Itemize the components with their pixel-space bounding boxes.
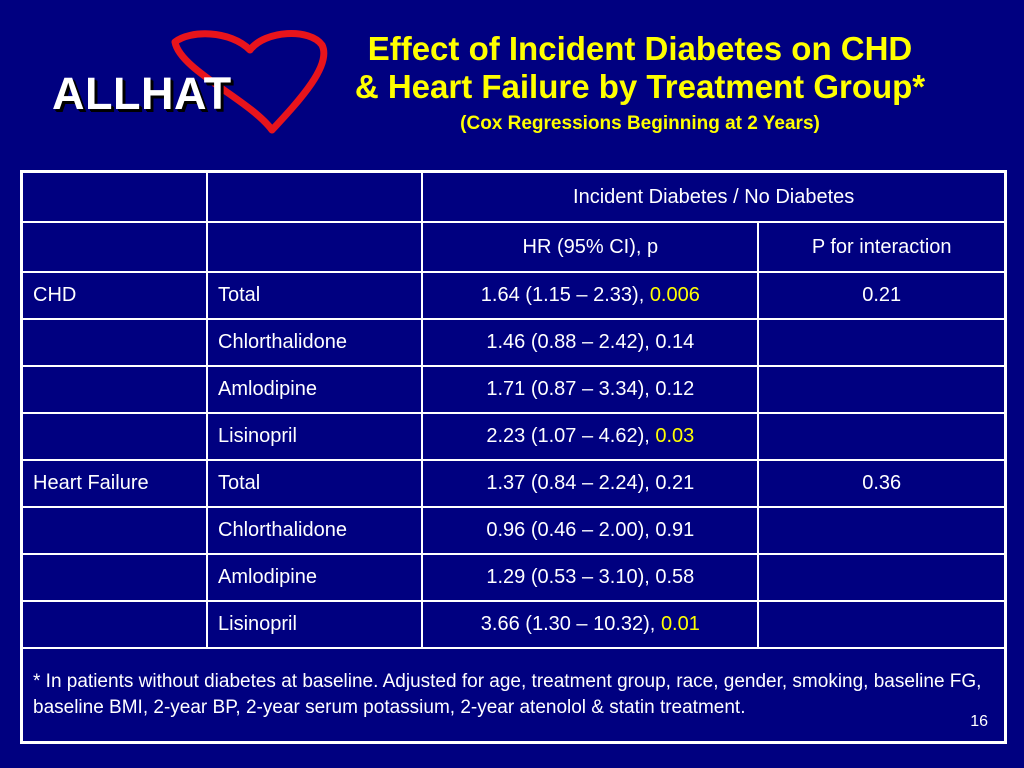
table-row: Lisinopril 3.66 (1.30 – 10.32), 0.01 [20,600,1007,649]
hr-cell: 1.71 (0.87 – 3.34), 0.12 [421,365,760,414]
heart-icon [171,30,328,134]
interaction-cell [757,506,1007,555]
header-group-cell: Incident Diabetes / No Diabetes [421,170,1007,223]
p-value: 0.006 [649,284,700,306]
header-row-2: HR (95% CI), p P for interaction [20,221,1007,273]
header-empty-cell [20,221,208,273]
table-row: Lisinopril 2.23 (1.07 – 4.62), 0.03 [20,412,1007,461]
table-row: CHD Total 1.64 (1.15 – 2.33), 0.006 0.21 [20,271,1007,320]
outcome-cell [20,506,208,555]
outcome-cell [20,412,208,461]
p-value: 0.03 [655,425,695,447]
hr-value: 0.96 (0.46 – 2.00), [486,519,656,541]
results-table: Incident Diabetes / No Diabetes HR (95% … [20,170,1007,744]
group-cell: Amlodipine [205,365,424,414]
interaction-cell [757,412,1007,461]
table-row: Heart Failure Total 1.37 (0.84 – 2.24), 0.… [20,459,1007,508]
outcome-cell [20,365,208,414]
slide-title: Effect of Incident Diabetes on CHD & Hea… [290,30,990,137]
header-empty-cell [205,170,424,223]
page-number: 16 [970,713,988,730]
hr-value: 1.46 (0.88 – 2.42), [486,331,656,353]
interaction-cell: 0.21 [757,271,1007,320]
p-value: 0.14 [655,331,695,353]
header-empty-cell [20,170,208,223]
group-cell: Lisinopril [205,600,424,649]
p-value: 0.58 [655,566,695,588]
hr-value: 2.23 (1.07 – 4.62), [486,425,656,447]
table-row: Chlorthalidone 0.96 (0.46 – 2.00), 0.91 [20,506,1007,555]
logo-text: ALLHAT [52,68,232,119]
title-line-2: & Heart Failure by Treatment Group* [354,68,926,105]
allhat-logo: ALLHAT [50,30,328,134]
p-value: 0.91 [655,519,695,541]
p-value: 0.12 [655,378,695,400]
hr-cell: 1.37 (0.84 – 2.24), 0.21 [421,459,760,508]
hr-value: 1.37 (0.84 – 2.24), [486,472,656,494]
hr-value: 3.66 (1.30 – 10.32), [480,613,661,635]
outcome-cell: CHD [20,271,208,320]
hr-value: 1.64 (1.15 – 2.33), [480,284,650,306]
footnote-cell: * In patients without diabetes at baseli… [20,647,1007,744]
footnote-text: * In patients without diabetes at baseli… [33,671,982,718]
table-row: Chlorthalidone 1.46 (0.88 – 2.42), 0.14 [20,318,1007,367]
hr-value: 1.71 (0.87 – 3.34), [486,378,656,400]
group-cell: Total [205,271,424,320]
interaction-cell [757,318,1007,367]
interaction-cell [757,600,1007,649]
group-cell: Chlorthalidone [205,506,424,555]
hr-cell: 0.96 (0.46 – 2.00), 0.91 [421,506,760,555]
table-row: Amlodipine 1.29 (0.53 – 3.10), 0.58 [20,553,1007,602]
hr-cell: 1.29 (0.53 – 3.10), 0.58 [421,553,760,602]
header-empty-cell [205,221,424,273]
group-cell: Amlodipine [205,553,424,602]
interaction-cell: 0.36 [757,459,1007,508]
footnote-row: * In patients without diabetes at baseli… [20,647,1007,744]
interaction-cell [757,365,1007,414]
p-value: 0.01 [660,613,700,635]
group-cell: Total [205,459,424,508]
table-row: Amlodipine 1.71 (0.87 – 3.34), 0.12 [20,365,1007,414]
hr-cell: 3.66 (1.30 – 10.32), 0.01 [421,600,760,649]
outcome-cell [20,318,208,367]
p-value: 0.21 [655,472,695,494]
title-line-1: Effect of Incident Diabetes on CHD [367,30,913,67]
outcome-cell [20,600,208,649]
subtitle: (Cox Regressions Beginning at 2 Years) [460,113,820,134]
group-cell: Lisinopril [205,412,424,461]
header-hr-cell: HR (95% CI), p [421,221,760,273]
hr-value: 1.29 (0.53 – 3.10), [486,566,656,588]
header-interaction-cell: P for interaction [757,221,1007,273]
hr-cell: 1.64 (1.15 – 2.33), 0.006 [421,271,760,320]
outcome-cell [20,553,208,602]
hr-cell: 2.23 (1.07 – 4.62), 0.03 [421,412,760,461]
interaction-cell [757,553,1007,602]
header-row-1: Incident Diabetes / No Diabetes [20,170,1007,223]
group-cell: Chlorthalidone [205,318,424,367]
hr-cell: 1.46 (0.88 – 2.42), 0.14 [421,318,760,367]
outcome-cell: Heart Failure [20,459,208,508]
